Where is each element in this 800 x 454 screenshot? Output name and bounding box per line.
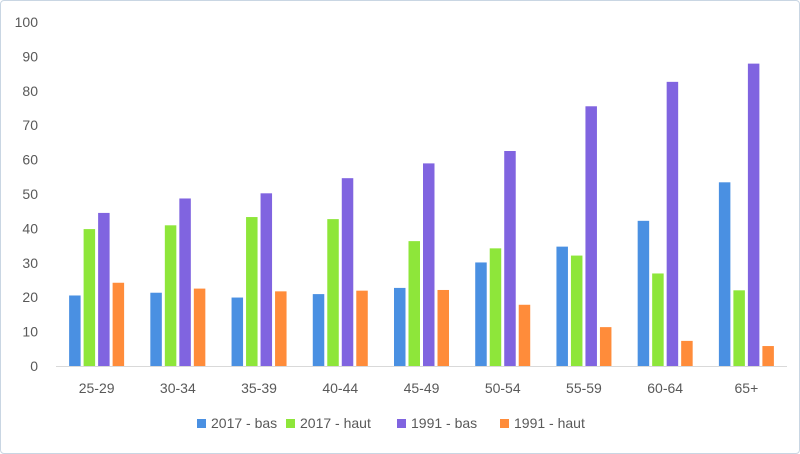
bar (652, 273, 664, 366)
bar (489, 248, 502, 366)
y-tick-label: 0 (30, 358, 38, 374)
bar (275, 291, 287, 366)
bar (312, 294, 325, 366)
bar (112, 282, 125, 366)
bar (231, 297, 244, 366)
y-tick-label: 10 (22, 324, 38, 340)
y-tick-label: 60 (22, 152, 38, 168)
bar (733, 290, 745, 366)
bar (666, 81, 679, 366)
y-tick-label: 30 (22, 255, 38, 271)
y-tick-label: 50 (22, 186, 38, 202)
bar (570, 255, 583, 366)
y-tick-label: 70 (22, 117, 38, 133)
bar (356, 290, 368, 366)
y-tick-label: 80 (22, 83, 38, 99)
bar (327, 219, 339, 366)
y-tick-label: 100 (15, 14, 39, 30)
legend-swatch (197, 419, 206, 428)
bar (260, 193, 273, 366)
bar (246, 217, 258, 366)
bar (408, 241, 420, 366)
bar (585, 106, 597, 366)
bar (150, 292, 162, 366)
bar (164, 225, 177, 366)
bar (681, 340, 693, 366)
legend-label: 2017 - haut (300, 415, 371, 431)
bar (518, 304, 531, 366)
y-tick-label: 20 (22, 289, 38, 305)
x-tick-label: 25-29 (79, 380, 115, 396)
bar (762, 346, 774, 366)
bar (637, 220, 650, 366)
bar (69, 295, 81, 366)
legend-swatch (286, 419, 295, 428)
bar (98, 212, 110, 366)
bar (423, 163, 435, 366)
x-tick-label: 60-64 (647, 380, 683, 396)
x-tick-label: 35-39 (241, 380, 277, 396)
bar (437, 289, 449, 366)
bar (747, 63, 760, 367)
y-tick-label: 40 (22, 220, 38, 236)
bar (193, 288, 206, 366)
legend-label: 1991 - haut (514, 415, 585, 431)
legend-swatch (500, 419, 509, 428)
y-tick-label: 90 (22, 48, 38, 64)
bar (556, 246, 568, 366)
bar (341, 178, 354, 366)
bar (475, 262, 487, 366)
x-tick-label: 45-49 (404, 380, 440, 396)
bar (83, 229, 96, 366)
bar (179, 198, 191, 366)
legend-swatch (397, 419, 406, 428)
legend-label: 2017 - bas (211, 415, 277, 431)
bar (394, 287, 406, 366)
x-tick-label: 65+ (735, 380, 759, 396)
bar (504, 151, 516, 366)
x-tick-label: 40-44 (322, 380, 358, 396)
x-tick-label: 30-34 (160, 380, 196, 396)
bar (599, 327, 612, 366)
legend-label: 1991 - bas (411, 415, 477, 431)
x-tick-label: 55-59 (566, 380, 602, 396)
bar (718, 182, 731, 366)
x-tick-label: 50-54 (485, 380, 521, 396)
